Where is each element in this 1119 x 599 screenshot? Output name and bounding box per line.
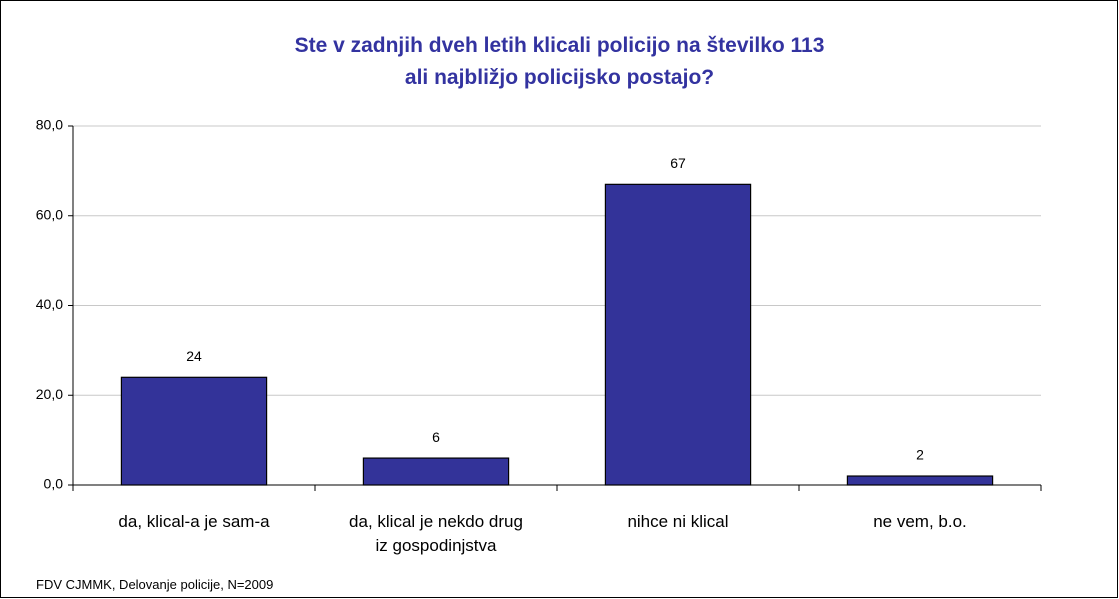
chart-title: Ste v zadnjih dveh letih klicali policij…	[294, 34, 825, 89]
bar	[362, 457, 510, 486]
data-label: 67	[670, 155, 686, 171]
y-tick-label: 0,0	[44, 476, 64, 492]
data-label: 2	[916, 447, 924, 463]
bar	[604, 183, 752, 486]
y-tick-label: 80,0	[36, 117, 63, 133]
bar	[846, 475, 994, 486]
bar	[120, 376, 268, 486]
y-tick-label: 60,0	[36, 206, 63, 222]
x-tick-label: da, klical je nekdo drug iz gospodinjstv…	[349, 512, 523, 555]
data-label: 24	[186, 348, 202, 364]
x-tick-label: nihce ni klical	[627, 512, 729, 531]
y-tick-label: 20,0	[36, 386, 63, 402]
x-tick-label: ne vem, b.o.	[873, 512, 967, 531]
y-tick-label: 40,0	[36, 296, 63, 312]
source-note: FDV CJMMK, Delovanje policije, N=2009	[36, 577, 274, 592]
data-label: 6	[432, 429, 440, 445]
x-tick-label: da, klical-a je sam-a	[118, 512, 270, 531]
